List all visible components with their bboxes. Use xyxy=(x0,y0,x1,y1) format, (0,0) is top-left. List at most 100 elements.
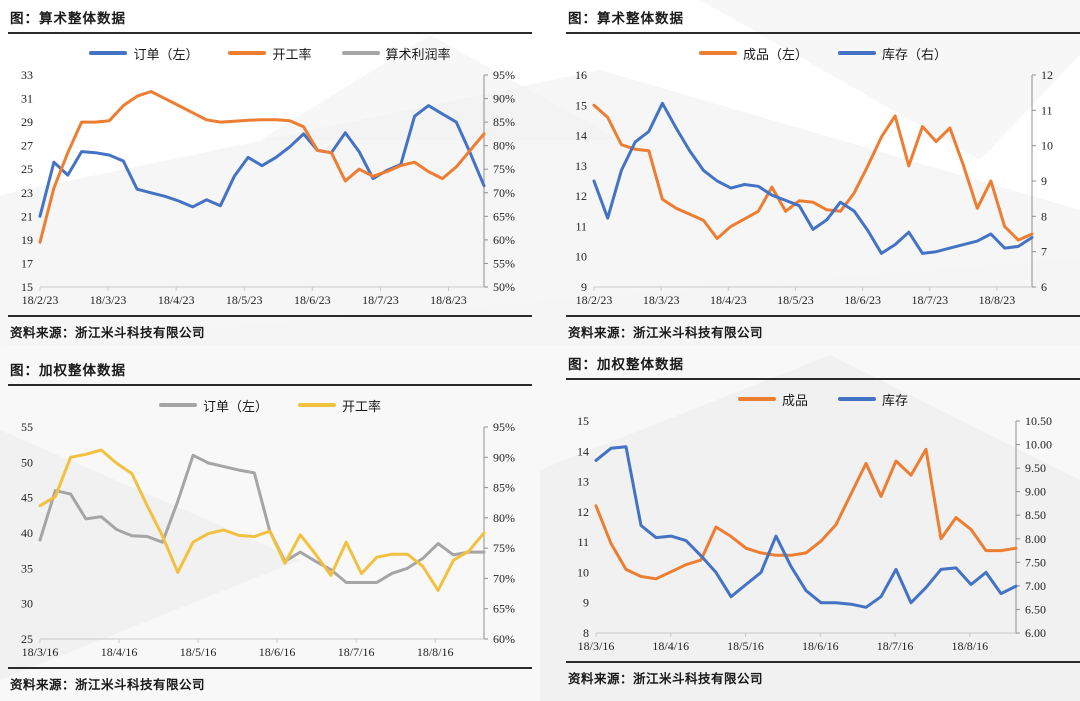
axis-tick-label: 75% xyxy=(493,541,515,555)
axis-tick-label: 10 xyxy=(1041,139,1053,153)
axis-tick-label: 18/7/23 xyxy=(911,293,948,307)
source-note: 资料来源：浙江米斗科技有限公司 xyxy=(8,315,532,341)
axis-tick-label: 35 xyxy=(21,561,33,575)
axis-tick-label: 65% xyxy=(493,209,515,223)
series-line xyxy=(592,103,1034,242)
axis-tick-label: 12 xyxy=(575,189,587,203)
axis-tick-label: 60% xyxy=(493,233,515,247)
axis-tick-label: 9 xyxy=(581,280,587,294)
legend-label: 成品（左） xyxy=(742,46,808,62)
axis-tick-label: 18/5/23 xyxy=(777,293,814,307)
panel-arithmetic-orders-openrate: 图：算术整体数据 订单（左） 开工率 算术利润率 33 31 29 27 25 23 21 19 1… xyxy=(8,4,532,341)
axis-tick-label: 55 xyxy=(21,420,33,434)
legend-line-swatch xyxy=(228,50,267,56)
axis-tick-label: 10 xyxy=(575,250,587,264)
axis-tick-label: 27 xyxy=(21,139,33,153)
chart-title: 图：算术整体数据 xyxy=(566,4,1080,34)
panel-weighted-orders-openrate: 图：加权整体数据 订单（左） 开工率 55 50 45 40 35 30 25 95% 90% 85… xyxy=(8,356,532,693)
legend-item: 订单（左） xyxy=(158,396,268,415)
legend-item: 开工率 xyxy=(228,44,312,63)
axis-tick-label: 6.00 xyxy=(1025,626,1046,640)
axis-tick-label: 18/4/23 xyxy=(158,293,195,307)
legend-line-swatch xyxy=(89,50,128,56)
axis-tick-label: 11 xyxy=(1041,103,1053,117)
legend-line-swatch xyxy=(737,396,776,402)
axis-tick-label: 14 xyxy=(575,129,587,143)
axis-tick-label: 31 xyxy=(21,92,33,106)
legend-item: 算术利润率 xyxy=(341,44,451,63)
line-chart-weighted-product-inventory: 15 14 13 12 11 10 9 8 10.50 10.00 9.50 9.00 8.50 8.00… xyxy=(577,414,1052,653)
axis-tick-label: 18/7/16 xyxy=(877,639,914,653)
axis-tick-label: 70% xyxy=(493,571,515,585)
series-line xyxy=(38,453,486,584)
axis-tick-label: 11 xyxy=(575,219,587,233)
legend-item: 成品（左） xyxy=(698,44,808,63)
panel-weighted-product-inventory: 图：加权整体数据 成品 库存 15 14 13 12 11 10 9 8 10.50 10.00 9.… xyxy=(566,350,1080,687)
legend-label: 开工率 xyxy=(272,46,312,62)
axis-tick-label: 18/8/16 xyxy=(417,645,454,659)
axis-tick-label: 12 xyxy=(1041,68,1053,82)
legend-item: 库存 xyxy=(838,390,908,409)
legend-item: 库存（右） xyxy=(838,44,947,63)
axis-tick-label: 30 xyxy=(21,597,33,611)
axis-tick-label: 21 xyxy=(21,209,33,223)
legend-line-swatch xyxy=(838,396,876,402)
legend-item: 订单（左） xyxy=(89,44,198,63)
axis-tick-label: 6 xyxy=(1041,280,1047,294)
axis-tick-label: 60% xyxy=(493,632,515,646)
axis-tick-label: 16 xyxy=(575,68,587,82)
axis-tick-label: 50% xyxy=(493,280,515,294)
axis-tick-label: 95% xyxy=(493,68,515,82)
axis-tick-label: 10.00 xyxy=(1025,438,1052,452)
axis-tick-label: 9 xyxy=(583,596,589,610)
axis-tick-label: 14 xyxy=(577,444,589,458)
axis-tick-label: 18/6/23 xyxy=(844,293,881,307)
axis-tick-label: 90% xyxy=(493,92,515,106)
axis-tick-label: 65% xyxy=(493,602,515,616)
axis-tick-label: 40 xyxy=(21,526,33,540)
chart-title: 图：加权整体数据 xyxy=(8,356,532,386)
legend-label: 算术利润率 xyxy=(385,46,451,62)
legend-label: 库存 xyxy=(882,392,909,408)
axis-tick-label: 18/8/16 xyxy=(951,639,988,653)
chart-legend: 成品 库存 xyxy=(566,386,1080,412)
axis-tick-label: 15 xyxy=(577,414,589,428)
axis-tick-label: 18/3/16 xyxy=(22,645,59,659)
series-line xyxy=(38,104,486,218)
axis-tick-label: 18/7/23 xyxy=(362,293,399,307)
axis-tick-label: 18/4/16 xyxy=(652,639,689,653)
legend-line-swatch xyxy=(341,50,380,56)
axis-tick-label: 12 xyxy=(577,505,589,519)
axis-tick-label: 10.50 xyxy=(1025,414,1052,428)
axis-tick-label: 9.00 xyxy=(1025,485,1046,499)
axis-tick-label: 15 xyxy=(575,98,587,112)
axis-tick-label: 75% xyxy=(493,162,515,176)
chart-legend: 成品（左） 库存（右） xyxy=(566,40,1080,66)
panel-arithmetic-product-inventory: 图：算术整体数据 成品（左） 库存（右） 16 15 14 13 12 11 10 9 12 11 1… xyxy=(566,4,1080,341)
source-note: 资料来源：浙江米斗科技有限公司 xyxy=(8,667,532,693)
axis-tick-label: 9 xyxy=(1041,174,1047,188)
axis-tick-label: 11 xyxy=(577,535,589,549)
axis-tick-label: 29 xyxy=(21,115,33,129)
axis-tick-label: 18/4/23 xyxy=(710,293,747,307)
axis-tick-label: 85% xyxy=(493,115,515,129)
line-chart-arithmetic-product-inventory: 16 15 14 13 12 11 10 9 12 11 10 9 8 7 6 18/2/23 18/3/23 1… xyxy=(575,68,1053,307)
legend-label: 开工率 xyxy=(342,398,382,414)
axis-tick-label: 18/8/23 xyxy=(430,293,467,307)
axis-tick-label: 70% xyxy=(493,186,515,200)
axis-tick-label: 85% xyxy=(493,481,515,495)
source-note: 资料来源：浙江米斗科技有限公司 xyxy=(566,315,1080,341)
axis-tick-label: 18/3/16 xyxy=(578,639,615,653)
axis-tick-label: 18/7/16 xyxy=(338,645,375,659)
axis-tick-label: 15 xyxy=(21,280,33,294)
series-line xyxy=(594,445,1018,609)
axis-tick-label: 8.00 xyxy=(1025,532,1046,546)
chart-title: 图：加权整体数据 xyxy=(566,350,1080,380)
axis-tick-label: 80% xyxy=(493,139,515,153)
legend-item: 开工率 xyxy=(298,396,381,415)
series-line xyxy=(592,101,1034,255)
chart-legend: 订单（左） 开工率 算术利润率 xyxy=(8,40,532,66)
axis-tick-label: 18/5/16 xyxy=(180,645,217,659)
